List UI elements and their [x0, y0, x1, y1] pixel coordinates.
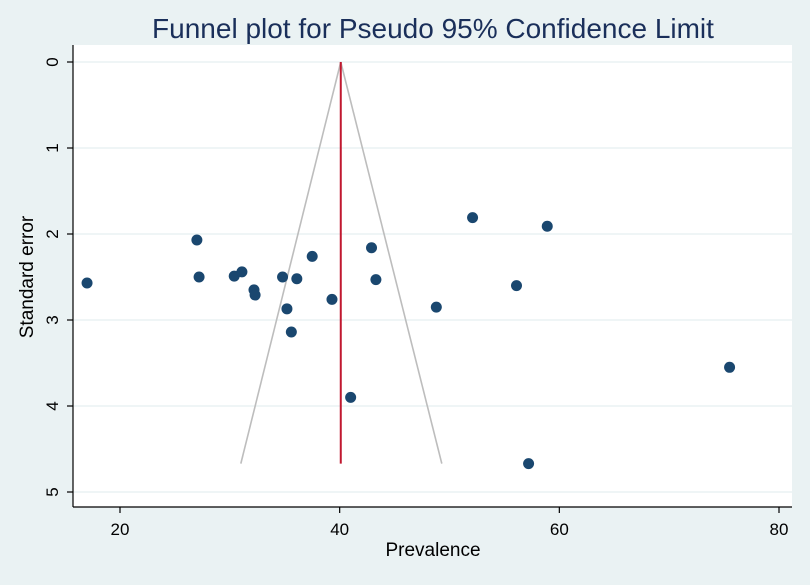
funnel-left-limit	[240, 61, 342, 464]
data-point-15	[366, 242, 378, 254]
data-point-2	[191, 234, 203, 246]
x-tick-label-20: 20	[111, 520, 130, 539]
data-point-16	[370, 274, 382, 286]
data-point-9	[281, 303, 293, 315]
data-point-8	[277, 271, 289, 283]
data-point-10	[285, 326, 297, 338]
data-point-1	[81, 277, 93, 289]
data-point-21	[724, 361, 736, 373]
y-tick-label-4: 4	[43, 401, 62, 410]
data-point-12	[306, 250, 318, 262]
data-point-5	[236, 266, 248, 278]
funnel-right-limit	[339, 61, 443, 464]
data-point-14	[345, 391, 357, 403]
data-point-11	[291, 273, 303, 285]
x-axis-label: Prevalence	[385, 540, 480, 561]
data-point-20	[541, 220, 553, 232]
data-points	[81, 212, 736, 470]
y-tick-label-1: 1	[43, 143, 62, 152]
axes: 20 40 60 80 0 1 2 3 4 5	[43, 45, 792, 539]
grid-lines	[73, 61, 792, 493]
x-tick-label-60: 60	[550, 520, 569, 539]
data-point-18	[467, 212, 479, 224]
y-axis-label: Standard error	[17, 215, 38, 338]
data-point-13	[326, 293, 338, 305]
data-point-19	[510, 280, 522, 292]
chart-title: Funnel plot for Pseudo 95% Confidence Li…	[152, 13, 714, 44]
y-tick-label-0: 0	[43, 57, 62, 66]
funnel-lines	[240, 61, 443, 464]
x-tick-label-80: 80	[770, 520, 789, 539]
plot-area	[73, 45, 792, 507]
data-point-17	[430, 301, 442, 313]
data-point-3	[193, 271, 205, 283]
y-tick-label-5: 5	[43, 487, 62, 496]
y-tick-label-2: 2	[43, 229, 62, 238]
data-point-22	[523, 458, 535, 470]
data-point-7	[249, 289, 261, 301]
y-tick-label-3: 3	[43, 315, 62, 324]
x-tick-label-40: 40	[330, 520, 349, 539]
